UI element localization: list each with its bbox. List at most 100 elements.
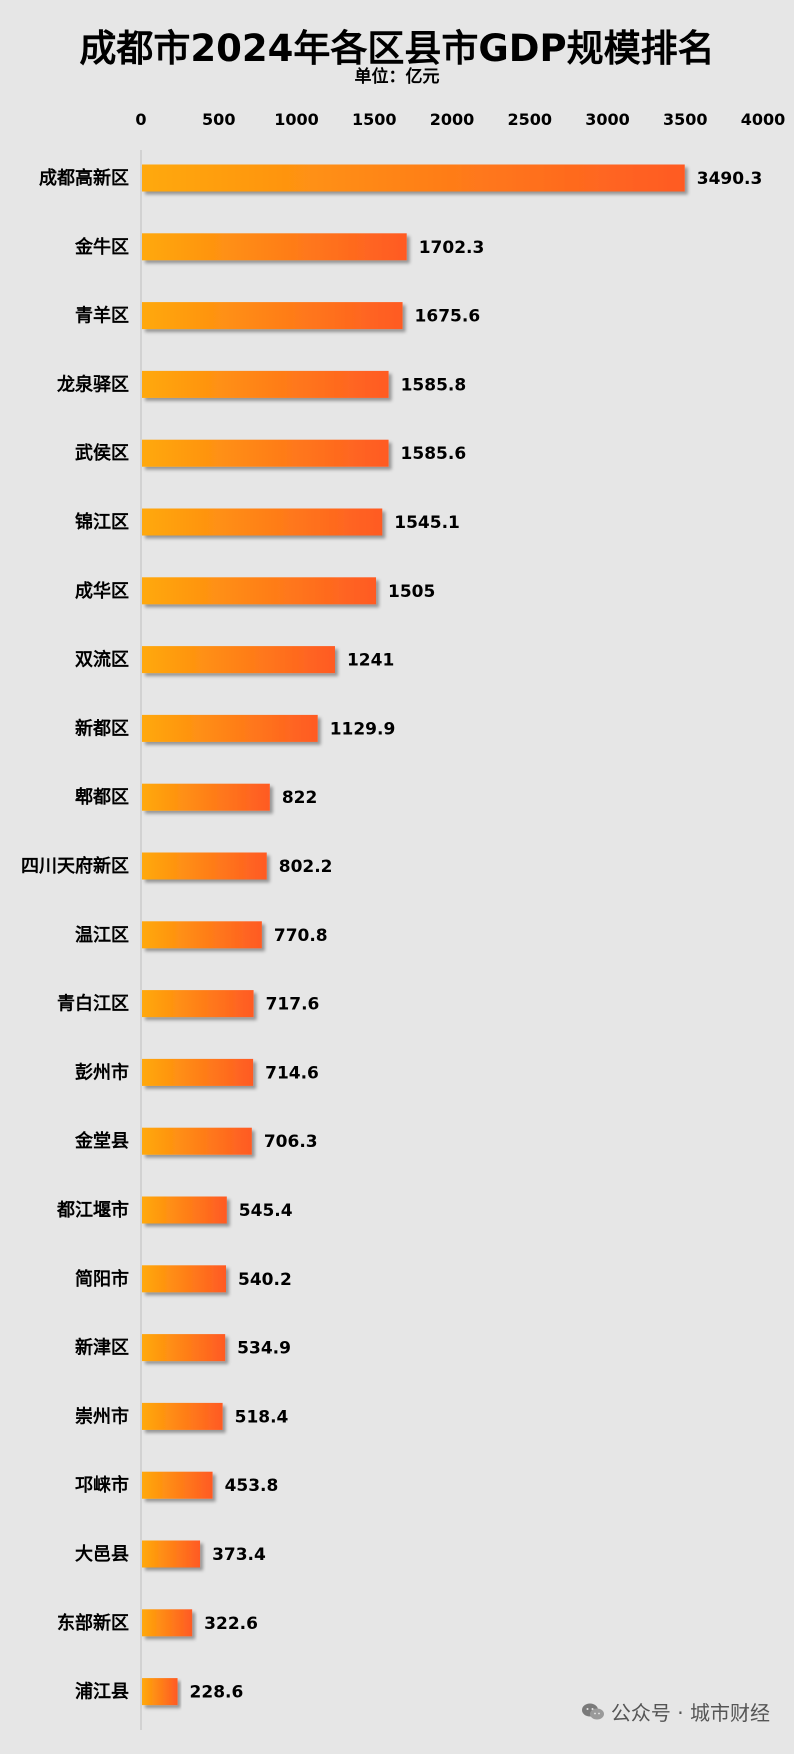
value-label: 1585.8	[401, 375, 467, 395]
category-label: 都江堰市	[56, 1199, 129, 1221]
bar-row: 金牛区 1702.3	[74, 233, 485, 261]
category-label: 简阳市	[75, 1268, 129, 1290]
category-label: 邛崃市	[75, 1474, 129, 1496]
bar	[142, 714, 318, 742]
value-label: 545.4	[239, 1201, 293, 1221]
bar-row: 武侯区 1585.6	[75, 439, 467, 467]
x-tick-label: 2500	[507, 110, 552, 129]
value-label: 770.8	[274, 926, 328, 946]
bar-row: 新津区 534.9	[75, 1334, 291, 1362]
category-label: 彭州市	[75, 1061, 129, 1083]
value-label: 453.8	[225, 1476, 279, 1496]
category-label: 武侯区	[75, 442, 129, 464]
chart-title: 成都市2024年各区县市GDP规模排名	[79, 27, 715, 70]
bar	[142, 1127, 252, 1155]
category-label: 郫都区	[75, 786, 129, 808]
value-label: 228.6	[190, 1683, 244, 1703]
category-label: 锦江区	[75, 511, 129, 533]
value-label: 540.2	[238, 1270, 292, 1290]
bar	[142, 852, 267, 880]
category-label: 金牛区	[74, 236, 129, 258]
bar-row: 新都区 1129.9	[75, 714, 396, 742]
bar	[142, 1471, 213, 1499]
value-label: 518.4	[235, 1407, 289, 1427]
x-axis-ticks: 0 500 1000 1500 2000 2500 3000 3500 4000	[135, 110, 785, 129]
bar-row: 青白江区 717.6	[57, 990, 320, 1018]
watermark-text: 公众号 · 城市财经	[610, 1701, 770, 1725]
value-label: 1505	[388, 582, 435, 602]
category-label: 金堂县	[74, 1130, 129, 1152]
x-tick-label: 3000	[585, 110, 630, 129]
category-label: 大邑县	[75, 1543, 129, 1565]
value-label: 534.9	[237, 1339, 291, 1359]
x-tick-label: 3500	[663, 110, 708, 129]
bar-row: 成华区 1505	[75, 577, 435, 605]
value-label: 802.2	[279, 857, 333, 877]
chart-subtitle: 单位：亿元	[354, 67, 440, 87]
value-label: 706.3	[264, 1132, 318, 1152]
category-label: 浦江县	[75, 1681, 129, 1703]
watermark: 公众号 · 城市财经	[581, 1697, 770, 1726]
bar	[142, 164, 685, 192]
bar-row: 东部新区 322.6	[57, 1609, 258, 1637]
bar-row: 邛崃市 453.8	[75, 1471, 279, 1499]
bar-row: 青羊区 1675.6	[75, 302, 480, 330]
bar-row: 温江区 770.8	[75, 921, 328, 949]
bar-row: 龙泉驿区 1585.8	[57, 370, 467, 398]
bar	[142, 1196, 227, 1224]
bar	[142, 370, 389, 398]
value-label: 1585.6	[401, 444, 467, 464]
bar	[142, 1402, 223, 1430]
bar	[142, 1334, 226, 1362]
category-label: 四川天府新区	[21, 855, 129, 877]
bar-row: 彭州市 714.6	[75, 1058, 319, 1086]
bar	[142, 577, 377, 605]
bar	[142, 439, 389, 467]
bar	[142, 1609, 193, 1637]
bar-row: 简阳市 540.2	[75, 1265, 292, 1293]
category-label: 温江区	[75, 925, 129, 946]
bar	[142, 1058, 254, 1086]
bar	[142, 921, 262, 949]
value-label: 373.4	[212, 1545, 266, 1565]
bar	[142, 1540, 201, 1568]
value-label: 1702.3	[419, 238, 485, 258]
bar-row: 都江堰市 545.4	[56, 1196, 293, 1224]
category-label: 青羊区	[75, 305, 129, 327]
x-tick-label: 1500	[352, 110, 397, 129]
category-label: 双流区	[75, 649, 129, 671]
x-tick-label: 4000	[741, 110, 786, 129]
bar-row: 锦江区 1545.1	[75, 508, 460, 536]
category-label: 东部新区	[57, 1612, 129, 1634]
category-label: 成华区	[75, 580, 129, 602]
bar-row: 浦江县 228.6	[75, 1678, 244, 1706]
category-label: 青白江区	[57, 993, 129, 1015]
bar	[142, 508, 383, 536]
bar-row: 郫都区 822	[75, 783, 317, 811]
bar-row: 四川天府新区 802.2	[21, 852, 333, 880]
bar	[142, 990, 254, 1018]
x-tick-label: 0	[135, 110, 146, 129]
category-label: 龙泉驿区	[57, 373, 129, 395]
bar	[142, 783, 270, 811]
value-label: 1129.9	[330, 719, 396, 739]
bar	[142, 646, 335, 674]
bar-row: 双流区 1241	[75, 646, 394, 674]
value-label: 714.6	[265, 1063, 319, 1083]
bar-row: 成都高新区 3490.3	[39, 164, 762, 192]
value-label: 1545.1	[394, 513, 460, 533]
value-label: 717.6	[266, 995, 320, 1015]
category-label: 新都区	[75, 717, 129, 739]
bar	[142, 1265, 227, 1293]
value-label: 322.6	[204, 1614, 258, 1634]
bar	[142, 1678, 178, 1706]
bars-group: 成都高新区 3490.3 金牛区 1702.3 青羊区 1675.6 龙泉驿区 1585.8 武…	[21, 164, 762, 1706]
x-tick-label: 2000	[430, 110, 475, 129]
bar-row: 金堂县 706.3	[74, 1127, 318, 1155]
bar	[142, 233, 407, 261]
bar-row: 崇州市 518.4	[75, 1402, 289, 1430]
bar-row: 大邑县 373.4	[75, 1540, 266, 1568]
wechat-icon	[581, 1702, 605, 1722]
